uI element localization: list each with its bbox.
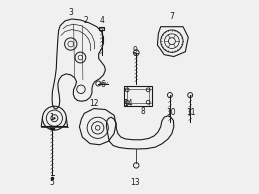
Bar	[124, 86, 152, 106]
Text: 12: 12	[89, 99, 99, 108]
Bar	[99, 27, 104, 30]
Text: 14: 14	[123, 99, 132, 108]
Text: 9: 9	[133, 46, 138, 55]
Text: 13: 13	[131, 178, 140, 187]
Text: 10: 10	[166, 108, 176, 117]
Text: 5: 5	[49, 178, 54, 187]
Circle shape	[53, 117, 55, 119]
Text: 8: 8	[141, 107, 145, 116]
Text: 3: 3	[68, 8, 73, 17]
Text: 7: 7	[169, 12, 174, 21]
Text: 1: 1	[49, 113, 54, 122]
Text: 2: 2	[84, 16, 89, 25]
Text: 4: 4	[100, 16, 105, 25]
Text: 11: 11	[186, 108, 196, 117]
Text: 6: 6	[100, 80, 105, 89]
